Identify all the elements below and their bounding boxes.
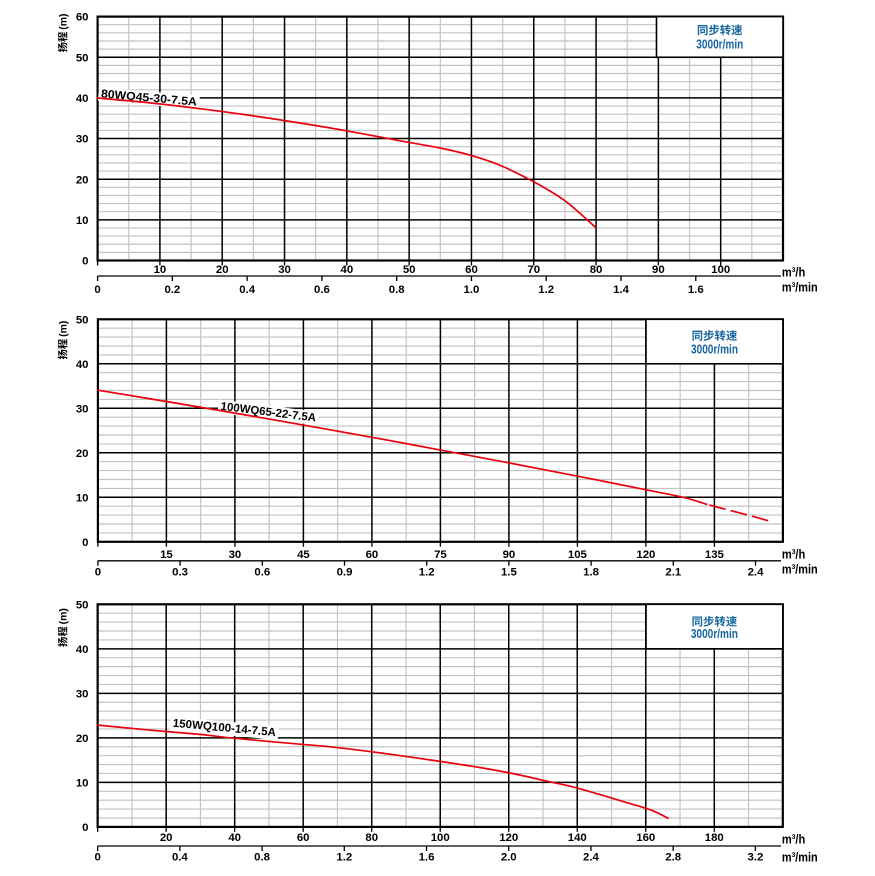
- svg-text:10: 10: [154, 264, 167, 276]
- svg-text:40: 40: [341, 264, 354, 276]
- svg-text:0: 0: [94, 852, 100, 864]
- svg-text:1.6: 1.6: [688, 284, 704, 296]
- svg-text:180: 180: [705, 832, 724, 844]
- svg-text:3000r/min: 3000r/min: [691, 342, 738, 356]
- svg-text:20: 20: [76, 174, 89, 186]
- svg-text:70: 70: [527, 264, 540, 276]
- svg-text:1.2: 1.2: [419, 567, 435, 579]
- svg-text:60: 60: [297, 832, 310, 844]
- svg-text:0.6: 0.6: [254, 567, 270, 579]
- svg-text:50: 50: [403, 264, 416, 276]
- svg-text:0: 0: [82, 256, 88, 268]
- svg-text:40: 40: [76, 359, 89, 371]
- svg-text:40: 40: [76, 93, 89, 105]
- svg-text:m³/min: m³/min: [782, 279, 818, 294]
- svg-text:135: 135: [705, 549, 725, 561]
- svg-text:0.2: 0.2: [164, 284, 180, 296]
- svg-text:40: 40: [228, 832, 241, 844]
- svg-text:2.8: 2.8: [665, 852, 681, 864]
- svg-text:0.4: 0.4: [239, 284, 255, 296]
- svg-text:10: 10: [76, 215, 89, 227]
- svg-text:1.0: 1.0: [464, 284, 480, 296]
- svg-text:50: 50: [76, 52, 89, 64]
- svg-text:2.4: 2.4: [748, 567, 764, 579]
- svg-text:50: 50: [76, 599, 89, 611]
- svg-text:30: 30: [229, 549, 242, 561]
- svg-text:1.4: 1.4: [613, 284, 629, 296]
- svg-text:60: 60: [76, 12, 89, 24]
- svg-text:105: 105: [568, 549, 588, 561]
- svg-text:2.1: 2.1: [665, 567, 681, 579]
- svg-text:m³/min: m³/min: [782, 849, 818, 864]
- svg-text:160: 160: [636, 832, 655, 844]
- svg-text:2.0: 2.0: [501, 852, 517, 864]
- svg-text:1.6: 1.6: [419, 852, 435, 864]
- svg-text:3.2: 3.2: [747, 852, 763, 864]
- svg-text:15: 15: [160, 549, 173, 561]
- svg-text:0.8: 0.8: [254, 852, 270, 864]
- svg-text:2.4: 2.4: [583, 852, 599, 864]
- svg-text:80: 80: [365, 832, 378, 844]
- svg-text:30: 30: [76, 688, 89, 700]
- svg-text:100: 100: [711, 264, 730, 276]
- svg-text:0.9: 0.9: [337, 567, 353, 579]
- svg-text:100: 100: [431, 832, 450, 844]
- svg-text:20: 20: [76, 733, 89, 745]
- svg-text:20: 20: [76, 448, 89, 460]
- svg-text:(m): (m): [58, 608, 70, 624]
- svg-text:m³/h: m³/h: [782, 832, 805, 847]
- svg-text:90: 90: [503, 549, 516, 561]
- svg-text:30: 30: [76, 134, 89, 146]
- svg-text:m³/h: m³/h: [782, 265, 805, 280]
- svg-text:50: 50: [76, 314, 89, 326]
- svg-text:120: 120: [499, 832, 518, 844]
- svg-text:1.2: 1.2: [336, 852, 352, 864]
- svg-text:10: 10: [76, 778, 89, 790]
- svg-text:1.2: 1.2: [538, 284, 554, 296]
- svg-text:120: 120: [636, 549, 655, 561]
- svg-text:60: 60: [366, 549, 379, 561]
- svg-text:0.4: 0.4: [172, 852, 188, 864]
- svg-text:0.8: 0.8: [389, 284, 405, 296]
- svg-text:75: 75: [434, 549, 447, 561]
- svg-text:3000r/min: 3000r/min: [696, 38, 743, 52]
- svg-text:45: 45: [297, 549, 310, 561]
- svg-text:40: 40: [76, 644, 89, 656]
- svg-text:140: 140: [568, 832, 587, 844]
- svg-text:0.3: 0.3: [172, 567, 188, 579]
- svg-text:60: 60: [465, 264, 478, 276]
- svg-text:20: 20: [216, 264, 229, 276]
- svg-text:0: 0: [82, 822, 88, 834]
- svg-text:m³/h: m³/h: [782, 547, 805, 562]
- svg-text:(m): (m): [58, 13, 70, 29]
- svg-text:1.8: 1.8: [583, 567, 599, 579]
- svg-text:10: 10: [76, 492, 89, 504]
- svg-text:30: 30: [76, 403, 89, 415]
- svg-text:3000r/min: 3000r/min: [691, 627, 738, 641]
- svg-text:(m): (m): [58, 321, 70, 337]
- svg-text:80: 80: [590, 264, 603, 276]
- svg-text:1.5: 1.5: [501, 567, 517, 579]
- svg-text:0.6: 0.6: [314, 284, 330, 296]
- svg-text:0: 0: [95, 567, 101, 579]
- svg-text:0: 0: [94, 284, 100, 296]
- svg-text:m³/min: m³/min: [782, 562, 818, 577]
- svg-text:30: 30: [278, 264, 291, 276]
- svg-text:0: 0: [82, 537, 88, 549]
- svg-text:90: 90: [652, 264, 665, 276]
- svg-text:20: 20: [160, 832, 173, 844]
